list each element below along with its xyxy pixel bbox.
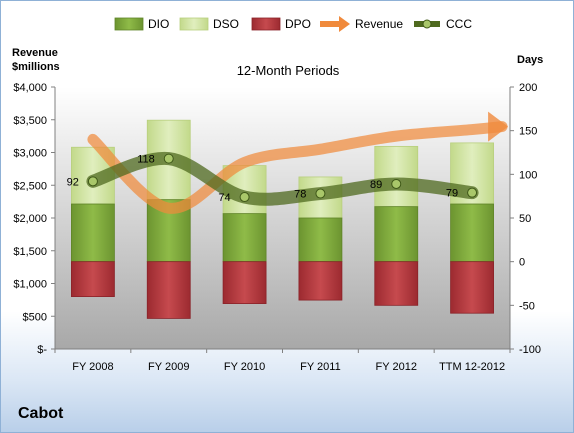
plot-area [55, 87, 510, 349]
ccc-point [315, 188, 326, 199]
dio-bar [71, 203, 115, 263]
dio-bar [222, 213, 267, 263]
dio-bar [450, 203, 494, 263]
left-axis-tick-label: $2,000 [13, 213, 47, 225]
legend-label-ccc: CCC [446, 17, 472, 31]
left-axis-tick-label: $1,500 [13, 246, 47, 258]
right-axis-tick-label: -100 [519, 344, 541, 356]
dpo-bar [222, 261, 267, 304]
ccc-data-label: 92 [67, 176, 79, 188]
legend-swatch-dpo [251, 17, 281, 31]
dio-bar [298, 217, 343, 263]
right-axis-tick-label: 100 [519, 169, 537, 181]
chart-title: 12-Month Periods [237, 63, 340, 78]
revenue-point [244, 162, 245, 163]
legend-swatch-dio [114, 17, 144, 31]
ccc-point [391, 178, 402, 189]
company-name: Cabot [18, 405, 64, 422]
legend-label-dpo: DPO [285, 17, 311, 31]
legend-swatch-dso [179, 17, 209, 31]
revenue-point [472, 129, 473, 130]
dpo-bar [146, 261, 191, 319]
ccc-data-label: 79 [446, 188, 458, 200]
dpo-bar [450, 261, 494, 314]
dso-bar [374, 145, 419, 208]
revenue-point [168, 208, 169, 209]
x-axis-category-label: FY 2012 [376, 361, 417, 373]
right-axis-tick-label: 0 [519, 257, 525, 269]
legend-label-revenue: Revenue [355, 17, 403, 31]
ccc-point [467, 187, 478, 198]
right-axis-tick-label: 200 [519, 82, 537, 94]
legend-swatch-revenue-head [339, 16, 350, 32]
ccc-point [87, 176, 98, 187]
right-axis-tick-label: -50 [519, 300, 535, 312]
dpo-bar [71, 261, 115, 297]
right-axis-tick-label: 150 [519, 126, 537, 138]
legend-label-dso: DSO [213, 17, 239, 31]
x-axis-category-label: FY 2011 [300, 361, 341, 373]
left-axis-tick-label: $4,000 [13, 82, 47, 94]
revenue-point [320, 149, 321, 150]
left-axis-label-line1: Revenue [12, 47, 58, 59]
ccc-point [239, 192, 250, 203]
ccc-data-label: 78 [294, 189, 306, 201]
legend-swatch-ccc-marker [422, 19, 432, 29]
revenue-arrow-head [488, 111, 509, 142]
left-axis-tick-label: $3,000 [13, 148, 47, 160]
right-axis-label: Days [517, 54, 543, 66]
x-axis-category-label: FY 2008 [72, 361, 113, 373]
revenue-point [396, 136, 397, 137]
legend-label-dio: DIO [148, 17, 169, 31]
x-axis-category-label: FY 2010 [224, 361, 265, 373]
x-axis-category-label: FY 2009 [148, 361, 189, 373]
left-axis-label-line2: $millions [12, 61, 60, 73]
right-axis-tick-label: 50 [519, 213, 531, 225]
ccc-data-label: 74 [218, 192, 230, 204]
left-axis-tick-label: $3,500 [13, 115, 47, 127]
ccc-data-label: 118 [137, 154, 155, 166]
legend: DIO DSO DPO Revenue CCC [114, 16, 472, 32]
revenue-line [87, 121, 508, 214]
revenue-point [92, 139, 93, 140]
left-axis-tick-label: $2,500 [13, 180, 47, 192]
ccc-data-label: 89 [370, 179, 382, 191]
x-axis-category-label: TTM 12-2012 [439, 361, 505, 373]
left-axis-tick-label: $1,000 [13, 279, 47, 291]
dpo-bar [374, 261, 419, 306]
ccc-point [163, 153, 174, 164]
left-axis-tick-label: $500 [23, 311, 47, 323]
left-axis-tick-label: $- [37, 344, 47, 356]
dpo-bar [298, 261, 343, 301]
dio-bar [374, 206, 419, 263]
